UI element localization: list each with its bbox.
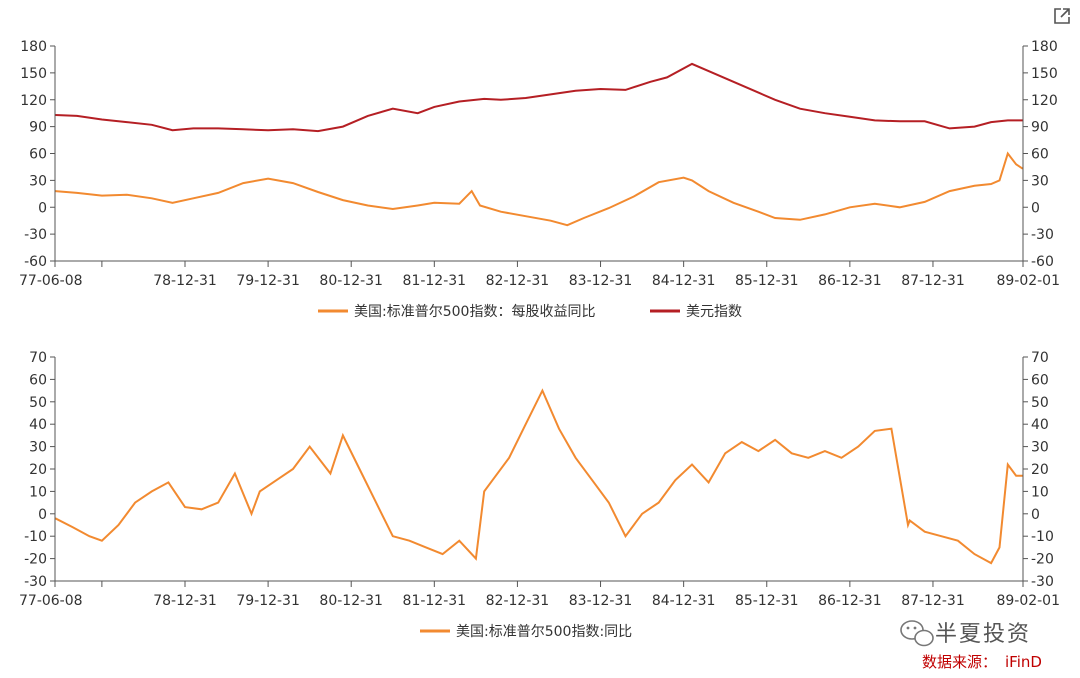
watermark: 半夏投资 — [900, 620, 1031, 647]
x-tick-label: 83-12-31 — [569, 273, 633, 289]
x-tick-label: 87-12-31 — [901, 593, 965, 609]
x-tick-label: 84-12-31 — [652, 593, 716, 609]
bottom-legend: 美国:标准普尔500指数:同比 — [420, 624, 632, 640]
top-chart: -60 -60 -30 -30 0 0 30 30 60 60 90 90 120 120 150 150 18… — [19, 39, 1060, 320]
y-tick-label-left: -60 — [24, 254, 47, 270]
wechat-icon — [900, 620, 934, 647]
y-tick-label-right: -30 — [1031, 227, 1054, 243]
source-name: iFinD — [1005, 653, 1042, 671]
y-tick-label-left: 30 — [29, 440, 47, 456]
x-tick-label: 82-12-31 — [486, 593, 550, 609]
eps-yoy-series-line — [55, 151, 1024, 227]
y-tick-label-left: -30 — [24, 227, 47, 243]
y-tick-label-left: 70 — [29, 350, 47, 366]
x-tick-label: 85-12-31 — [735, 273, 799, 289]
x-tick-label: 81-12-31 — [403, 593, 467, 609]
y-tick-label-right: 30 — [1031, 173, 1049, 189]
y-tick-label-right: 20 — [1031, 462, 1049, 478]
y-tick-label-right: 60 — [1031, 147, 1049, 163]
x-tick-label: 85-12-31 — [735, 593, 799, 609]
x-tick-label: 78-12-31 — [153, 273, 217, 289]
y-tick-label-right: 70 — [1031, 350, 1049, 366]
y-tick-label-left: 30 — [29, 173, 47, 189]
y-tick-label-left: 20 — [29, 462, 47, 478]
bottom-chart: -30 -30 -20 -20 -10 -10 0 0 10 10 20 20 30 30 40 40 50 50… — [19, 350, 1060, 640]
x-tick-label: 87-12-31 — [901, 273, 965, 289]
watermark-text: 半夏投资 — [935, 622, 1031, 647]
x-tick-label: 89-02-01 — [996, 273, 1060, 289]
x-tick-label: 79-12-31 — [236, 273, 300, 289]
y-tick-label-left: 60 — [29, 147, 47, 163]
y-tick-label-right: -30 — [1031, 574, 1054, 590]
dollar-index-series-line — [55, 62, 1023, 133]
y-tick-label-left: 120 — [20, 93, 47, 109]
y-tick-label-left: 50 — [29, 395, 47, 411]
data-source: 数据来源： iFinD — [922, 653, 1042, 671]
y-tick-label-right: 60 — [1031, 372, 1049, 388]
x-tick-label: 84-12-31 — [652, 273, 716, 289]
external-link-icon[interactable] — [1052, 6, 1072, 26]
x-tick-label: 89-02-01 — [996, 593, 1060, 609]
x-tick-label: 86-12-31 — [818, 593, 882, 609]
legend-label-spx[interactable]: 美国:标准普尔500指数:同比 — [456, 624, 632, 640]
x-tick-label: 77-06-08 — [19, 593, 83, 609]
x-tick-label: 77-06-08 — [19, 273, 83, 289]
y-tick-label-right: 180 — [1031, 39, 1058, 55]
y-tick-label-left: 150 — [20, 66, 47, 82]
y-tick-label-right: 40 — [1031, 417, 1049, 433]
x-tick-label: 82-12-31 — [486, 273, 550, 289]
y-tick-label-right: -20 — [1031, 552, 1054, 568]
y-tick-label-left: 180 — [20, 39, 47, 55]
y-tick-label-left: -20 — [24, 552, 47, 568]
y-tick-label-left: -10 — [24, 529, 47, 545]
top-legend: 美国:标准普尔500指数：每股收益同比 美元指数 — [318, 304, 742, 320]
y-tick-label-right: 30 — [1031, 440, 1049, 456]
y-tick-label-left: 0 — [38, 507, 47, 523]
x-tick-label: 80-12-31 — [319, 273, 383, 289]
x-tick-label: 81-12-31 — [403, 273, 467, 289]
x-tick-label: 86-12-31 — [818, 273, 882, 289]
x-tick-label: 83-12-31 — [569, 593, 633, 609]
y-tick-label-right: 150 — [1031, 66, 1058, 82]
x-tick-label: 78-12-31 — [153, 593, 217, 609]
x-tick-label: 79-12-31 — [236, 593, 300, 609]
spx-yoy-series-line — [54, 388, 1023, 565]
legend-label-dxy[interactable]: 美元指数 — [686, 304, 742, 320]
source-label: 数据来源： — [922, 653, 997, 671]
y-tick-label-left: 10 — [29, 484, 47, 500]
y-tick-label-right: 10 — [1031, 484, 1049, 500]
y-tick-label-right: 120 — [1031, 93, 1058, 109]
y-tick-label-left: -30 — [24, 574, 47, 590]
x-tick-label: 80-12-31 — [319, 593, 383, 609]
y-tick-label-right: 50 — [1031, 395, 1049, 411]
y-tick-label-left: 60 — [29, 372, 47, 388]
y-tick-label-left: 90 — [29, 120, 47, 136]
y-tick-label-left: 0 — [38, 200, 47, 216]
y-tick-label-right: 90 — [1031, 120, 1049, 136]
y-tick-label-right: 0 — [1031, 200, 1040, 216]
y-tick-label-right: -10 — [1031, 529, 1054, 545]
y-tick-label-right: -60 — [1031, 254, 1054, 270]
y-tick-label-right: 0 — [1031, 507, 1040, 523]
legend-label-eps[interactable]: 美国:标准普尔500指数：每股收益同比 — [354, 304, 595, 320]
y-tick-label-left: 40 — [29, 417, 47, 433]
